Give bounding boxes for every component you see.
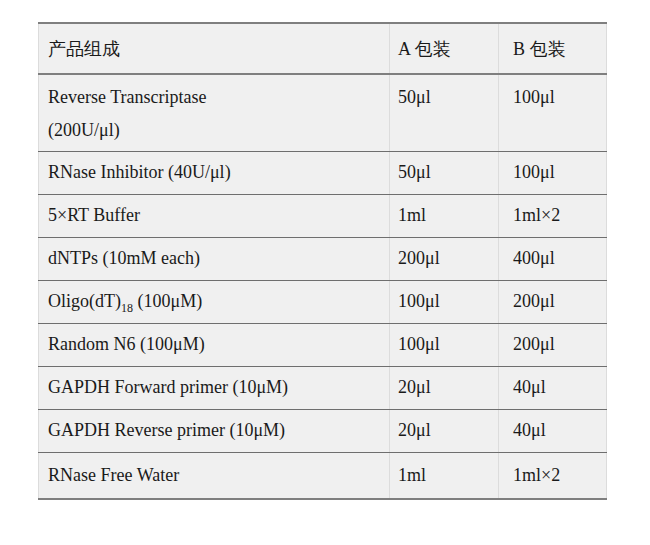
table-row-reverse-transcriptase: Reverse Transcriptase (200U/μl) 50μl 100μ… — [39, 74, 607, 151]
pack-a-value-cell: 20μl — [390, 366, 499, 409]
pack-b-value-cell: 400μl — [499, 237, 607, 280]
product-name-cell: GAPDH Forward primer (10μM) — [39, 366, 390, 409]
product-name-cell: 5×RT Buffer — [39, 194, 390, 237]
product-name: 5×RT Buffer — [48, 205, 140, 225]
product-name-subscript: 18 — [121, 301, 133, 315]
pack-a-value-cell: 50μl — [390, 74, 499, 151]
product-name-cell: GAPDH Reverse primer (10μM) — [39, 409, 390, 452]
table-row-dntps: dNTPs (10mM each) 200μl 400μl — [39, 237, 607, 280]
table-header-row: 产品组成 A 包装 B 包装 — [39, 23, 607, 74]
product-name-cell: RNase Inhibitor (40U/μl) — [39, 151, 390, 194]
pack-b-value-cell: 1ml×2 — [499, 194, 607, 237]
table-row-oligo-dt18: Oligo(dT)18 (100μM) 100μl 200μl — [39, 280, 607, 323]
pack-a-value-cell: 1ml — [390, 194, 499, 237]
pack-b-value-cell: 200μl — [499, 280, 607, 323]
column-header-pack-a: A 包装 — [390, 23, 499, 74]
product-name-cell: RNase Free Water — [39, 452, 390, 499]
table-row-random-n6: Random N6 (100μM) 100μl 200μl — [39, 323, 607, 366]
product-components-table: 产品组成 A 包装 B 包装 Reverse Transcriptase (200… — [38, 22, 607, 500]
pack-b-value-cell: 40μl — [499, 409, 607, 452]
table-row-gapdh-reverse-primer: GAPDH Reverse primer (10μM) 20μl 40μl — [39, 409, 607, 452]
product-name-cell: dNTPs (10mM each) — [39, 237, 390, 280]
pack-a-value-cell: 1ml — [390, 452, 499, 499]
product-name-suffix: (100μM) — [133, 291, 202, 311]
pack-a-value-cell: 200μl — [390, 237, 499, 280]
table-row-rnase-inhibitor: RNase Inhibitor (40U/μl) 50μl 100μl — [39, 151, 607, 194]
product-name: Reverse Transcriptase — [48, 87, 206, 107]
product-name: Oligo(dT) — [48, 291, 121, 311]
product-name: RNase Free Water — [48, 465, 179, 485]
product-name: GAPDH Reverse primer (10μM) — [48, 420, 285, 440]
document-page: 产品组成 A 包装 B 包装 Reverse Transcriptase (200… — [0, 0, 650, 545]
pack-a-value-cell: 100μl — [390, 323, 499, 366]
product-name: RNase Inhibitor (40U/μl) — [48, 162, 231, 182]
table-row-gapdh-forward-primer: GAPDH Forward primer (10μM) 20μl 40μl — [39, 366, 607, 409]
pack-b-value-cell: 40μl — [499, 366, 607, 409]
table-row-rt-buffer: 5×RT Buffer 1ml 1ml×2 — [39, 194, 607, 237]
product-name: dNTPs (10mM each) — [48, 248, 200, 268]
column-header-pack-b: B 包装 — [499, 23, 607, 74]
product-name: Random N6 (100μM) — [48, 334, 205, 354]
product-name-cell: Reverse Transcriptase (200U/μl) — [39, 74, 390, 151]
pack-b-value-cell: 100μl — [499, 74, 607, 151]
product-name-line2: (200U/μl) — [48, 118, 389, 142]
pack-a-value-cell: 50μl — [390, 151, 499, 194]
pack-b-value-cell: 100μl — [499, 151, 607, 194]
pack-a-value-cell: 20μl — [390, 409, 499, 452]
column-header-product-composition: 产品组成 — [39, 23, 390, 74]
product-name: GAPDH Forward primer (10μM) — [48, 377, 288, 397]
product-name-cell: Random N6 (100μM) — [39, 323, 390, 366]
table-row-rnase-free-water: RNase Free Water 1ml 1ml×2 — [39, 452, 607, 499]
pack-b-value-cell: 200μl — [499, 323, 607, 366]
pack-b-value-cell: 1ml×2 — [499, 452, 607, 499]
pack-a-value-cell: 100μl — [390, 280, 499, 323]
product-name-cell: Oligo(dT)18 (100μM) — [39, 280, 390, 323]
